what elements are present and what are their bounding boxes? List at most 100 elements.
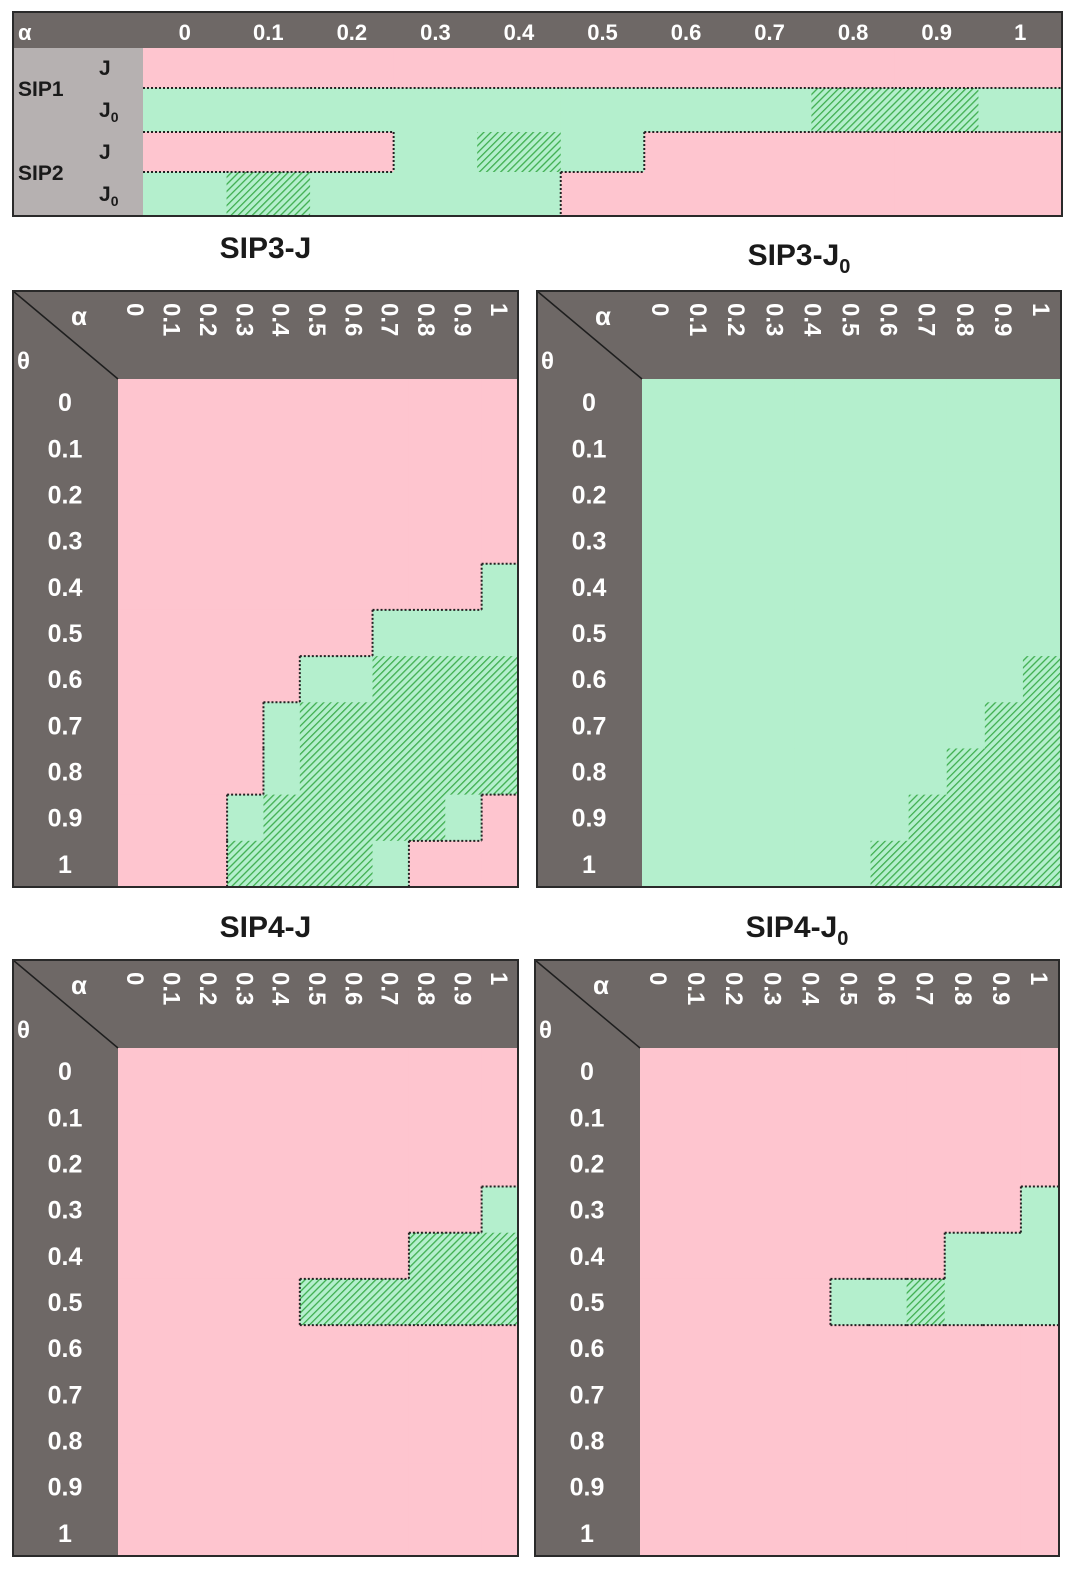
sip3j-cell [299,609,337,657]
sip4j-cell [227,1278,264,1326]
sip4j0-theta-tick: 0.5 [570,1289,605,1317]
sip3j0-cell [946,794,986,842]
sip4j-theta-tick: 0.3 [48,1197,83,1225]
sip3j-cell [190,471,228,519]
sip4j0-cell [944,1048,984,1095]
sip3j0-cell [718,840,757,888]
sip3j0-alpha-tick: 0.5 [837,303,864,336]
sip4j-cell [299,1417,337,1465]
sip4j0-cell [982,1417,1022,1465]
top-cell [143,88,228,133]
sip4j-cell [481,1186,519,1234]
sip3j-cell [445,517,483,565]
top-column-label: 0.4 [504,20,535,45]
sip3j0-theta-tick: 0.2 [572,481,607,509]
sip4j0-title: SIP4-J0 [746,911,849,950]
sip3j0-cell [870,425,910,472]
sip4j-cell [299,1232,337,1280]
sip4j-cell [372,1371,410,1418]
sip4j-cell [263,1417,301,1465]
sip4j0-alpha-tick: 0.2 [720,972,747,1005]
sip4j-cell [481,1371,519,1418]
sip3j-cell [118,840,155,888]
sip3j0-cell [642,702,681,749]
sip4j-cell [263,1278,301,1326]
sip4j0-theta-tick: 0.7 [570,1381,605,1409]
sip4j-theta-tick: 1 [58,1520,72,1548]
top-cell [393,172,478,217]
sip4j0-cell [640,1048,679,1095]
sip3j0-cell [718,794,757,842]
sip3j-cell [118,379,155,426]
sip4j0-cell [982,1048,1022,1095]
sip4j-cell [227,1094,264,1141]
sip4j0-cell [830,1417,870,1465]
sip4j0-cell [982,1325,1022,1372]
top-cell [811,132,896,173]
sip4j-alpha-tick: 0.5 [303,972,330,1005]
sip3j-cell [118,794,155,842]
sip3j-cell [481,748,519,796]
sip4j0-cell [982,1278,1022,1326]
sip4j-alpha-tick: 0.1 [158,972,185,1005]
sip3j-cell [154,517,192,565]
sip4j0-cell [640,1371,679,1418]
sip3j0-cell [642,425,681,472]
sip3j-cell [481,517,519,565]
sip3j-cell [372,563,410,611]
sip3j-cell [408,425,446,472]
sip4j-title: SIP4-J [220,911,312,944]
top-header-bar [13,12,1062,48]
sip3j-alpha-tick: 0.8 [412,303,439,336]
sip3j0-cell [642,517,681,565]
sip3j0-cell [756,794,795,842]
sip3j-cell [118,425,155,472]
sip3j0-cell [642,609,681,657]
sip4j0-cell [640,1140,679,1188]
sip3j-theta-tick: 1 [58,851,72,879]
sip3j0-cell [756,702,795,749]
sip4j-cell [336,1186,374,1234]
sip3j-cell [445,840,483,888]
sip3j0-cell [984,379,1024,426]
sip3j-cell [154,609,192,657]
sip3j-cell [336,517,374,565]
sip3j-cell [481,563,519,611]
sip4j0-cell [906,1325,946,1372]
sip3j0-cell [984,840,1024,888]
sip3j0-cell [832,379,872,426]
sip3j0-cell [908,748,948,796]
sip3j-cell [190,563,228,611]
sip4j0-cell [868,1463,908,1511]
sip3j0-cell [1022,702,1062,749]
sip3j-cell [118,748,155,796]
sip4j-cell [445,1463,483,1511]
sip3j-cell [336,702,374,749]
sip4j0-cell [868,1509,908,1557]
sip4j0-cell [792,1325,831,1372]
sip4j0-cell [830,1186,870,1234]
sip3j-cell [372,471,410,519]
sip3j-cell [336,840,374,888]
sip3j0-cell [1022,656,1062,703]
sip3j0-cell [1022,517,1062,565]
sip4j0-cell [944,1232,984,1280]
sip3j-cell [408,794,446,842]
sip4j-cell [263,1509,301,1557]
sip4j0-cell [830,1232,870,1280]
sip4j-cell [408,1232,446,1280]
sip3j0-cell [718,563,757,611]
sip4j-cell [408,1094,446,1141]
top-cell [644,48,729,89]
sip3j-cell [190,609,228,657]
sip3j0-cell [870,563,910,611]
sip4j-cell [263,1094,301,1141]
sip4j0-alpha-label: α [593,970,609,1000]
sip4j0-cell [830,1094,870,1141]
sip4j-cell [227,1232,264,1280]
sip3j0-cell [794,794,833,842]
sip4j-cell [118,1417,155,1465]
sip4j0-cell [754,1278,793,1326]
sip3j-cell [263,702,301,749]
sip4j-cell [227,1371,264,1418]
